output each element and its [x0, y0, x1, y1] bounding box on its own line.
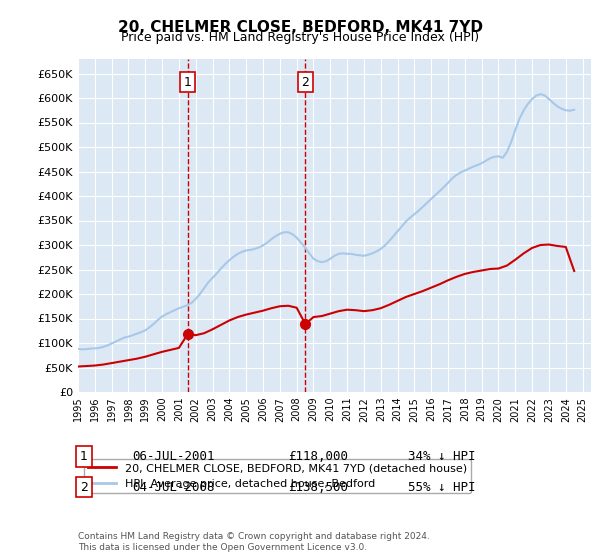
Text: £138,500: £138,500 [288, 480, 348, 494]
Text: 2: 2 [80, 480, 88, 494]
Text: Contains HM Land Registry data © Crown copyright and database right 2024.
This d: Contains HM Land Registry data © Crown c… [78, 532, 430, 552]
Text: £118,000: £118,000 [288, 450, 348, 463]
Text: 20, CHELMER CLOSE, BEDFORD, MK41 7YD: 20, CHELMER CLOSE, BEDFORD, MK41 7YD [118, 20, 482, 35]
Text: 2: 2 [301, 76, 310, 88]
Text: 06-JUL-2001: 06-JUL-2001 [132, 450, 215, 463]
Text: 34% ↓ HPI: 34% ↓ HPI [408, 450, 476, 463]
Text: 1: 1 [80, 450, 88, 463]
Text: Price paid vs. HM Land Registry's House Price Index (HPI): Price paid vs. HM Land Registry's House … [121, 31, 479, 44]
Text: 55% ↓ HPI: 55% ↓ HPI [408, 480, 476, 494]
Text: 1: 1 [184, 76, 191, 88]
Text: 04-JUL-2008: 04-JUL-2008 [132, 480, 215, 494]
Legend: 20, CHELMER CLOSE, BEDFORD, MK41 7YD (detached house), HPI: Average price, detac: 20, CHELMER CLOSE, BEDFORD, MK41 7YD (de… [83, 459, 471, 493]
